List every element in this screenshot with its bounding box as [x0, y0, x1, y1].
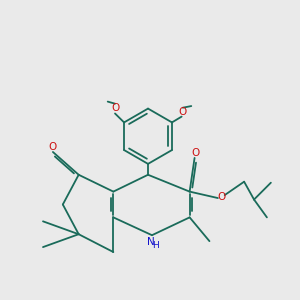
Text: N: N — [147, 237, 154, 247]
Text: O: O — [111, 103, 119, 113]
Text: O: O — [191, 148, 199, 158]
Text: O: O — [178, 107, 186, 117]
Text: O: O — [218, 192, 226, 202]
Text: H: H — [152, 241, 159, 250]
Text: O: O — [48, 142, 56, 152]
